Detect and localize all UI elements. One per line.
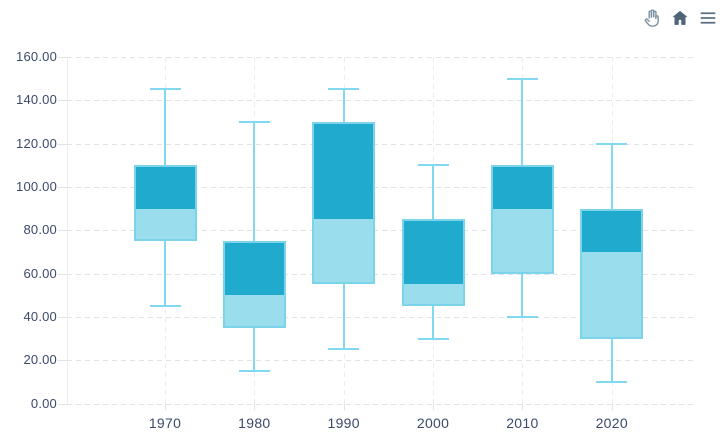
horizontal-gridline xyxy=(67,316,695,318)
whisker-cap-max xyxy=(149,88,181,91)
y-axis-tick xyxy=(58,57,67,58)
boxplot-upper-segment xyxy=(314,123,374,220)
y-axis-label: 100.00 xyxy=(16,178,57,194)
boxplot-box[interactable] xyxy=(133,165,197,242)
whisker-cap-min xyxy=(238,370,270,373)
x-axis-tick xyxy=(254,403,256,410)
y-axis-label: 120.00 xyxy=(16,135,57,151)
y-axis-tick xyxy=(58,403,67,405)
whisker-cap-min xyxy=(506,315,538,318)
whisker-cap-max xyxy=(417,164,449,167)
boxplot-upper-segment xyxy=(403,221,463,285)
chart-toolbar xyxy=(642,8,718,28)
y-axis-tick xyxy=(58,230,67,232)
y-axis-tick xyxy=(58,273,67,275)
y-axis-tick xyxy=(58,316,67,318)
x-axis-label: 2000 xyxy=(416,415,450,431)
horizontal-gridline xyxy=(67,403,695,405)
y-axis-tick xyxy=(58,143,67,145)
y-axis-label: 0.00 xyxy=(30,395,57,411)
x-axis-label: 2020 xyxy=(595,415,628,431)
horizontal-gridline xyxy=(67,57,695,58)
y-axis-tick xyxy=(58,360,67,362)
x-axis-label: 1980 xyxy=(238,415,271,431)
whisker-cap-min xyxy=(417,337,449,340)
x-axis-tick xyxy=(343,403,345,410)
boxplot-box[interactable] xyxy=(580,208,644,339)
x-axis-tick xyxy=(165,403,166,410)
home-icon[interactable] xyxy=(670,8,690,28)
whisker-cap-max xyxy=(596,142,628,145)
y-axis-label: 20.00 xyxy=(23,352,57,368)
y-axis-tick xyxy=(58,100,67,102)
pan-hand-icon[interactable] xyxy=(642,8,662,28)
x-axis-tick xyxy=(611,403,613,410)
x-axis-tick xyxy=(522,403,524,410)
y-axis-label: 80.00 xyxy=(23,222,57,238)
x-axis-label: 2010 xyxy=(506,415,539,431)
boxplot-upper-segment xyxy=(582,210,642,252)
boxplot-box[interactable] xyxy=(312,121,376,285)
whisker-cap-max xyxy=(238,120,270,123)
whisker-cap-min xyxy=(149,305,181,308)
x-axis-label: 1990 xyxy=(327,415,360,431)
y-axis-tick xyxy=(58,186,67,188)
horizontal-gridline xyxy=(67,143,695,145)
whisker-cap-max xyxy=(328,88,360,91)
boxplot-box[interactable] xyxy=(222,241,286,328)
boxplot-box[interactable] xyxy=(401,219,465,307)
y-axis-label: 40.00 xyxy=(23,308,57,324)
whisker-cap-max xyxy=(506,77,538,80)
horizontal-gridline xyxy=(67,186,695,188)
whisker-cap-min xyxy=(596,380,628,383)
menu-icon[interactable] xyxy=(698,8,718,28)
whisker-cap-min xyxy=(328,348,360,351)
y-axis-label: 60.00 xyxy=(23,265,57,281)
y-axis-line xyxy=(67,57,68,404)
boxplot-box[interactable] xyxy=(490,165,554,274)
y-axis-label: 140.00 xyxy=(16,92,57,108)
horizontal-gridline xyxy=(67,100,695,102)
y-axis-label: 160.00 xyxy=(16,49,57,64)
horizontal-gridline xyxy=(67,360,695,362)
boxplot-upper-segment xyxy=(135,167,195,209)
x-axis-label: 1970 xyxy=(148,415,182,431)
boxplot-upper-segment xyxy=(492,167,552,209)
boxplot-upper-segment xyxy=(224,243,284,296)
x-axis-tick xyxy=(433,403,435,410)
horizontal-gridline xyxy=(67,230,695,232)
horizontal-gridline xyxy=(67,273,695,275)
